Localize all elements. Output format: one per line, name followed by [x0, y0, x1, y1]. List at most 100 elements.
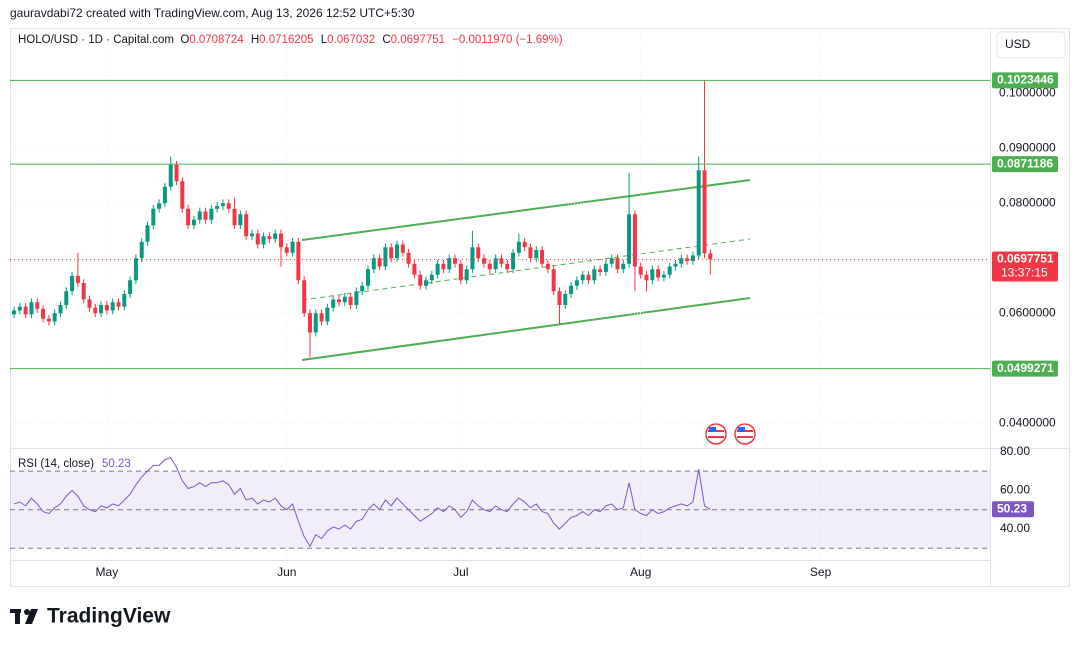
- candle-body: [627, 214, 632, 264]
- candle-body: [116, 302, 121, 307]
- candle-body: [470, 247, 475, 270]
- candle-body: [52, 313, 57, 322]
- candle-body: [313, 313, 318, 333]
- currency-button[interactable]: [996, 31, 1066, 59]
- candle-body: [128, 280, 133, 294]
- candle-body: [400, 244, 405, 253]
- candle-body: [690, 255, 695, 261]
- candle-body: [540, 250, 545, 264]
- candle-body: [197, 211, 202, 220]
- candle-body: [360, 285, 365, 292]
- candle-body: [261, 236, 266, 245]
- event-flags: [705, 423, 756, 445]
- candle-body: [522, 241, 527, 248]
- candle-body: [545, 263, 550, 270]
- y-tick-label: 0.0900000: [999, 140, 1056, 154]
- y-tick-label: 0.0400000: [999, 415, 1056, 429]
- candle-body: [377, 258, 382, 267]
- candle-body: [551, 269, 556, 292]
- ohlc-value: 0.0708724: [189, 34, 244, 46]
- candle-body: [389, 247, 394, 259]
- candle-body: [180, 181, 185, 209]
- rsi-tick-label: 60.00: [1000, 483, 1030, 497]
- candle-body: [168, 164, 173, 187]
- credit: gauravdabi72 created with TradingView.co…: [10, 6, 415, 20]
- candle-body: [209, 208, 214, 220]
- candle-body: [574, 280, 579, 286]
- candle-body: [58, 305, 63, 314]
- candle-body: [580, 274, 585, 281]
- footer-brand: TradingView: [47, 605, 171, 628]
- candle-body: [174, 164, 179, 182]
- last-price-label: 0.0697751: [997, 252, 1054, 266]
- logo: [10, 609, 38, 624]
- candle-body: [569, 285, 574, 294]
- candle-body: [336, 299, 341, 303]
- candle-body: [87, 299, 92, 308]
- candle-body: [46, 318, 51, 322]
- candle-body: [696, 170, 701, 256]
- level-tag-label: 0.0499271: [997, 361, 1054, 375]
- candle-body: [435, 263, 440, 275]
- candle-body: [493, 258, 498, 270]
- candle-body: [104, 305, 109, 311]
- candle-body: [365, 269, 370, 286]
- candle-body: [35, 302, 40, 309]
- candle-body: [99, 305, 104, 314]
- candle-body: [41, 308, 46, 319]
- candle-body: [563, 294, 568, 305]
- candle-body: [342, 296, 347, 303]
- candle-body: [145, 225, 150, 242]
- level-tag: [992, 72, 1058, 89]
- candle-body: [64, 291, 69, 305]
- candle-body: [650, 269, 655, 281]
- candle-body: [534, 250, 539, 259]
- candle-body: [319, 313, 324, 322]
- candle-body: [383, 247, 388, 267]
- candle-body: [232, 208, 237, 226]
- logo-shape: [25, 609, 38, 624]
- candle-body: [162, 186, 167, 204]
- candle-body: [418, 274, 423, 286]
- candle-body: [296, 241, 301, 281]
- flag-canton: [709, 427, 716, 432]
- candle-body: [458, 263, 463, 281]
- candle-body: [632, 214, 637, 267]
- ohlc-label: O: [180, 34, 190, 46]
- candle-body: [424, 280, 429, 286]
- candle-body: [499, 258, 504, 264]
- candle-body: [609, 258, 614, 264]
- candle-body: [244, 214, 249, 237]
- candle-body: [151, 208, 156, 226]
- candle-body: [133, 258, 138, 281]
- candle-body: [557, 291, 562, 305]
- countdown: 13:37:15: [1001, 266, 1048, 280]
- candle-body: [516, 241, 521, 253]
- candle-body: [621, 263, 626, 270]
- candle-body: [290, 241, 295, 253]
- candle-body: [598, 269, 603, 272]
- frame: [10, 28, 1070, 587]
- candle-body: [679, 258, 684, 264]
- candle-body: [429, 274, 434, 281]
- x-tick-label: Jul: [453, 565, 468, 579]
- channel-upper: [301, 179, 751, 241]
- candle-body: [122, 294, 127, 307]
- candle-body: [644, 274, 649, 281]
- ohlc-label: C: [382, 34, 391, 46]
- candle-body: [348, 296, 353, 305]
- candle-body: [487, 263, 492, 270]
- level-tag: [992, 156, 1058, 173]
- candle-body: [615, 258, 620, 270]
- candle-body: [220, 203, 225, 206]
- candle-body: [511, 252, 516, 270]
- candle-body: [702, 170, 707, 254]
- rsi-line: [13, 457, 711, 548]
- candle-body: [592, 269, 597, 281]
- change: −0.0011970 (−1.69%): [452, 34, 563, 46]
- candle-body: [215, 206, 220, 209]
- candle-body: [673, 263, 678, 267]
- x-tick-label: Jun: [277, 565, 296, 579]
